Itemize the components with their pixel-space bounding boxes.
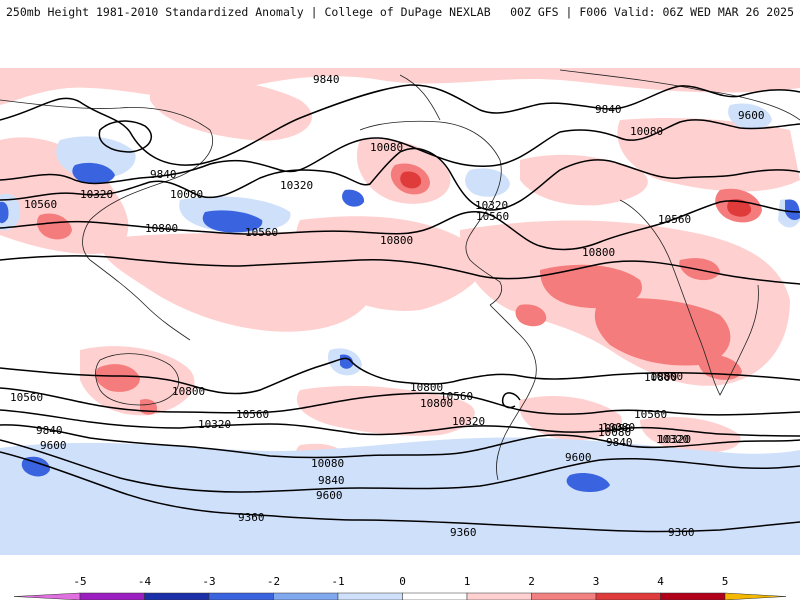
- contour-label: 10320: [452, 415, 485, 428]
- contour-label: 10560: [236, 408, 269, 421]
- colorbar-tick-label: 5: [722, 575, 729, 588]
- contour-label: 10800: [172, 385, 205, 398]
- contour-label: 9360: [238, 511, 265, 524]
- colorbar-tick-label: -3: [202, 575, 215, 588]
- colorbar-segment: [208, 592, 274, 600]
- contour-line: [0, 357, 800, 395]
- contour-line: [0, 147, 800, 211]
- contour-label: 9600: [565, 451, 592, 464]
- contour-line: [0, 119, 800, 185]
- colorbar-arrow-low: [13, 592, 81, 600]
- contour-line: [0, 439, 800, 493]
- colorbar-tick-label: 2: [528, 575, 535, 588]
- map-title: 250mb Height 1981-2010 Standardized Anom…: [6, 5, 491, 19]
- contour-label: 10560: [24, 198, 57, 211]
- strong-negative-anomaly-areas: [0, 162, 800, 493]
- anomaly-colorbar: -5 -4 -3 -2 -1 0 1 2 3 4 5: [13, 575, 787, 600]
- contour-label: 10800: [145, 222, 178, 235]
- contour-label: 10080: [311, 457, 344, 470]
- colorbar-segment: [337, 592, 403, 600]
- colorbar-segment: [595, 592, 661, 600]
- contour-label: 9600: [316, 489, 343, 502]
- contour-line: [98, 120, 152, 153]
- contour-label: 10560: [440, 390, 473, 403]
- contour-label: 10800: [380, 234, 413, 247]
- model-run-info: 00Z GFS | F006 Valid: 06Z WED MAR 26 202…: [510, 5, 794, 19]
- contour-label: 10320: [658, 433, 691, 446]
- contour-label: 10560: [634, 408, 667, 421]
- contour-label: 9600: [738, 109, 765, 122]
- colorbar-tick-label: -4: [138, 575, 152, 588]
- contour-label: 9840: [595, 103, 622, 116]
- contour-label: 10800: [644, 371, 677, 384]
- colorbar-tick-label: 1: [464, 575, 471, 588]
- colorbar-tick-label: 0: [399, 575, 406, 588]
- colorbar-segment: [402, 592, 468, 600]
- colorbar-segment: [144, 592, 210, 600]
- contour-label: 10320: [475, 199, 508, 212]
- contour-label: 10320: [280, 179, 313, 192]
- colorbar-segment: [79, 592, 145, 600]
- colorbar-tick-label: -1: [331, 575, 344, 588]
- contour-line: [0, 387, 800, 416]
- contour-label: 9600: [40, 439, 67, 452]
- contour-label: 9840: [313, 73, 340, 86]
- contour-line: [0, 451, 800, 533]
- colorbar-segment: [466, 592, 532, 600]
- colorbar-ticks: -5 -4 -3 -2 -1 0 1 2 3 4 5: [73, 575, 728, 588]
- colorbar-tick-label: -2: [267, 575, 280, 588]
- contour-label: 10080: [170, 188, 203, 201]
- contour-line: [501, 392, 521, 409]
- colorbar-segments: [13, 592, 787, 600]
- colorbar-segment: [660, 592, 726, 600]
- contour-label: 10560: [245, 226, 278, 239]
- contour-labels: 9840 9840 10080 9600 10080 9840 10320 10…: [10, 73, 765, 539]
- contour-line: [0, 409, 800, 437]
- contour-label: 9360: [668, 526, 695, 539]
- contour-label: 10320: [198, 418, 231, 431]
- very-strong-positive-anomaly-areas: [400, 171, 752, 217]
- contour-label: 10080: [370, 141, 403, 154]
- contour-line: [0, 200, 800, 251]
- strong-positive-anomaly-areas: [37, 163, 762, 415]
- contour-label: 9360: [450, 526, 477, 539]
- contour-label: 9840: [150, 168, 177, 181]
- contour-label: 10080: [602, 421, 635, 434]
- contour-label: 10080: [598, 426, 631, 439]
- contour-label: 10560: [10, 391, 43, 404]
- contour-label: 10800: [410, 381, 443, 394]
- height-contours: [0, 84, 800, 533]
- colorbar-tick-label: -5: [73, 575, 86, 588]
- contour-label: 9840: [36, 424, 63, 437]
- colorbar-tick-label: 3: [593, 575, 600, 588]
- contour-label: 10320: [656, 433, 689, 446]
- contour-label: 10560: [476, 210, 509, 223]
- contour-label: 9840: [606, 436, 633, 449]
- colorbar-segment: [273, 592, 339, 600]
- contour-label: 10800: [420, 397, 453, 410]
- colorbar-segment: [531, 592, 597, 600]
- anomaly-map: 9840 9840 10080 9600 10080 9840 10320 10…: [0, 60, 800, 555]
- colorbar-arrow-high: [724, 592, 787, 600]
- colorbar-tick-label: 4: [657, 575, 664, 588]
- contour-label: 9840: [318, 474, 345, 487]
- contour-label: 10800: [650, 370, 683, 383]
- contour-line: [0, 255, 800, 285]
- contour-label: 10800: [582, 246, 615, 259]
- contour-label: 10320: [80, 188, 113, 201]
- contour-line: [0, 424, 800, 459]
- contour-label: 10080: [630, 125, 663, 138]
- contour-label: 10560: [658, 213, 691, 226]
- header: 250mb Height 1981-2010 Standardized Anom…: [0, 0, 800, 22]
- contour-label: 10080: [598, 422, 631, 435]
- contour-line: [0, 84, 800, 166]
